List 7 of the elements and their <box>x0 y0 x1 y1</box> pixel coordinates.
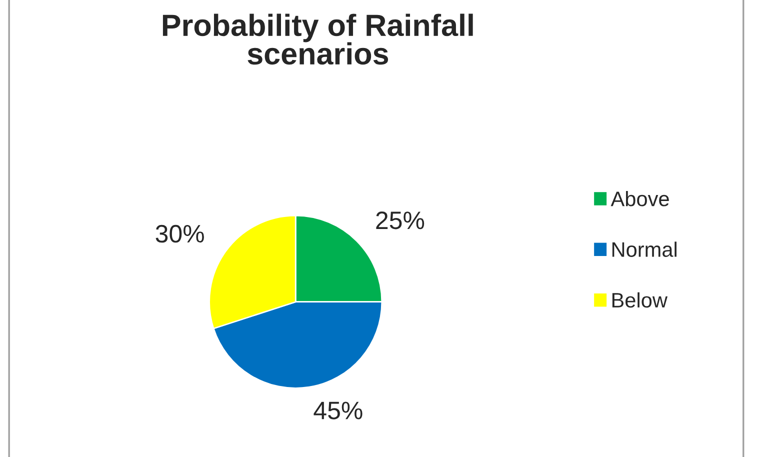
data-label: 45% <box>314 402 362 420</box>
data-label: 25% <box>376 212 424 230</box>
legend-label: Normal <box>612 242 676 257</box>
data-label: 30% <box>156 224 204 243</box>
chart-title: Probability of Rainfall scenarios <box>162 14 473 65</box>
legend-label: Below <box>612 292 668 308</box>
legend-label: Above <box>610 190 669 206</box>
